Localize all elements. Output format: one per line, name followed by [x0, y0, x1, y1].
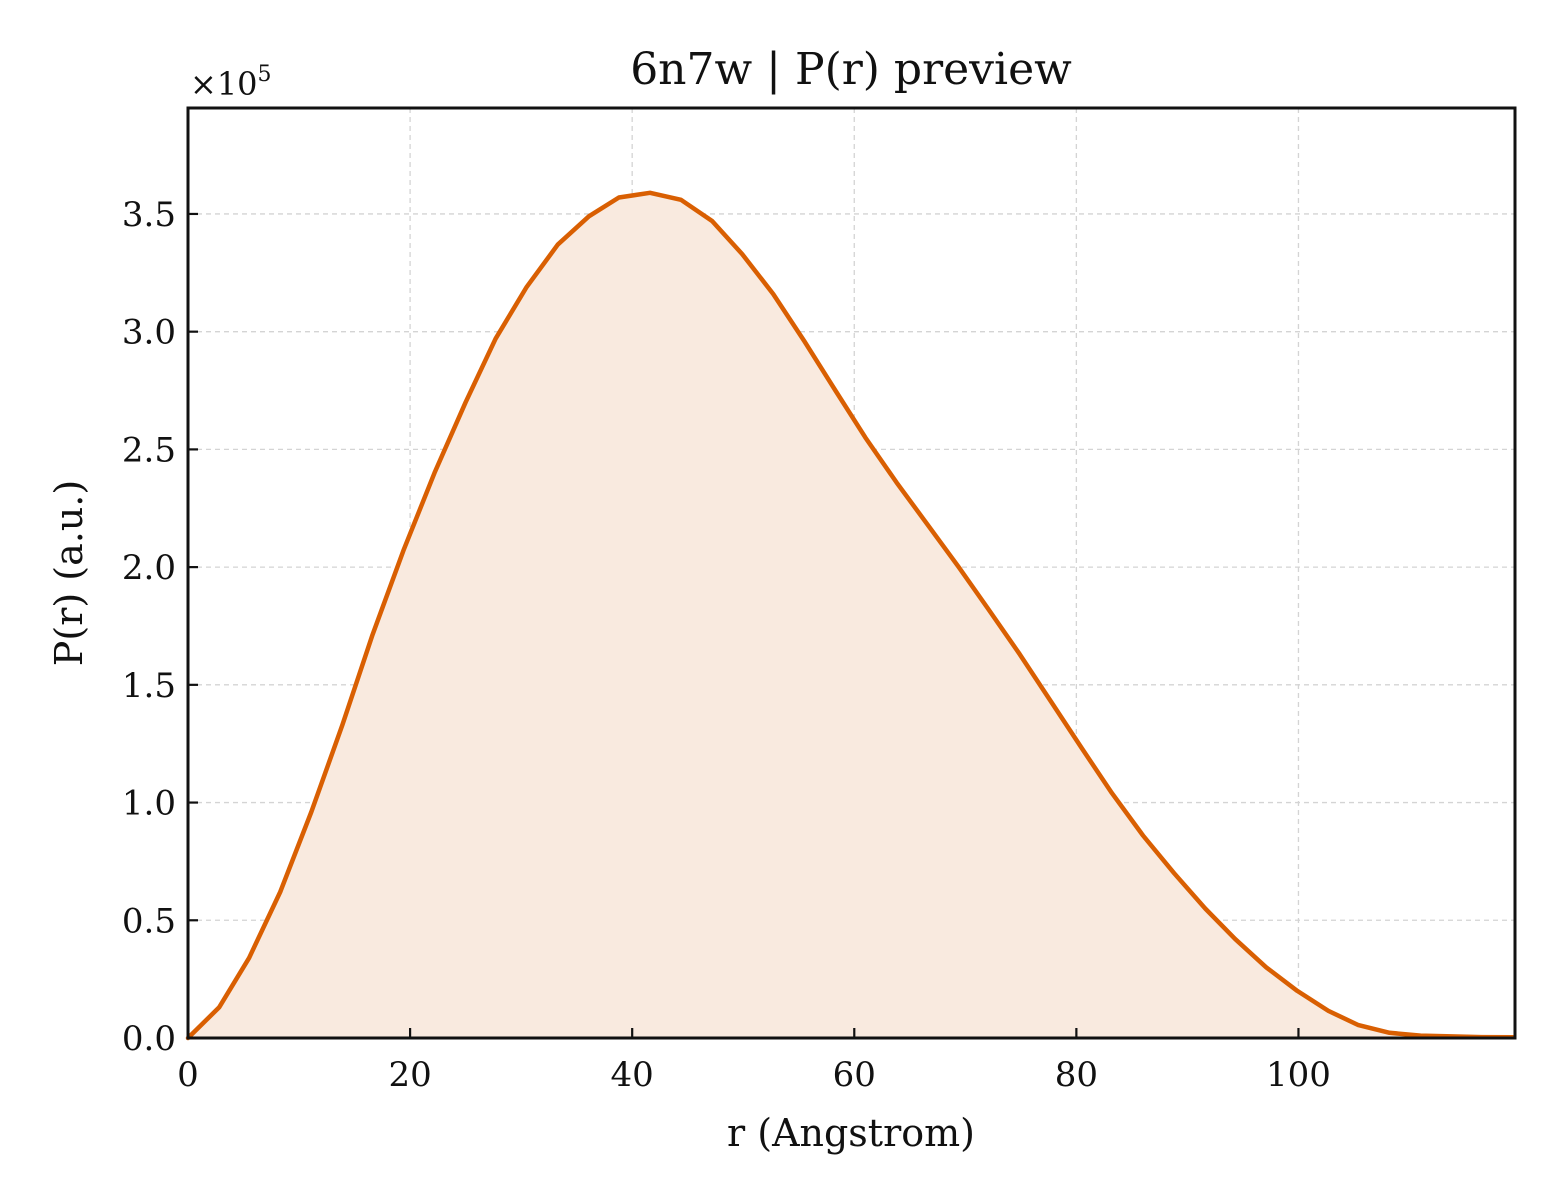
x-tick-label-5: 100: [1266, 1055, 1331, 1095]
y-axis-multiplier: ×105: [190, 62, 272, 103]
chart-title: 6n7w | P(r) preview: [630, 44, 1072, 95]
series-line: [185, 190, 1516, 1041]
y-tick-label-0: 0.0: [122, 1019, 176, 1059]
x-tick-label-2: 40: [611, 1055, 654, 1095]
x-tick-label-3: 60: [833, 1055, 876, 1095]
x-tick-label-4: 80: [1055, 1055, 1098, 1095]
y-tick-label-3: 1.5: [122, 666, 176, 706]
plot-frame: [186, 106, 1517, 1040]
x-axis-label: r (Angstrom): [727, 1111, 975, 1155]
x-tick-label-0: 0: [177, 1055, 199, 1095]
y-multiplier-base: ×10: [190, 65, 258, 103]
y-multiplier-exponent: 5: [258, 62, 272, 87]
y-tick-label-5: 2.5: [122, 430, 176, 470]
y-axis-label: P(r) (a.u.): [47, 480, 91, 666]
y-tick-label-6: 3.0: [122, 313, 176, 353]
ticks: 0 20 40 60 80 100 0.0 0.5 1.0 1.5 2.0 2.5 3.0 3.5: [122, 195, 1331, 1095]
y-tick-label-4: 2.0: [122, 548, 176, 588]
x-tick-label-1: 20: [388, 1055, 431, 1095]
y-tick-label-7: 3.5: [122, 195, 176, 235]
area-fill: [188, 192, 1513, 1039]
y-tick-label-2: 1.0: [122, 784, 176, 824]
y-tick-label-1: 0.5: [122, 901, 176, 941]
